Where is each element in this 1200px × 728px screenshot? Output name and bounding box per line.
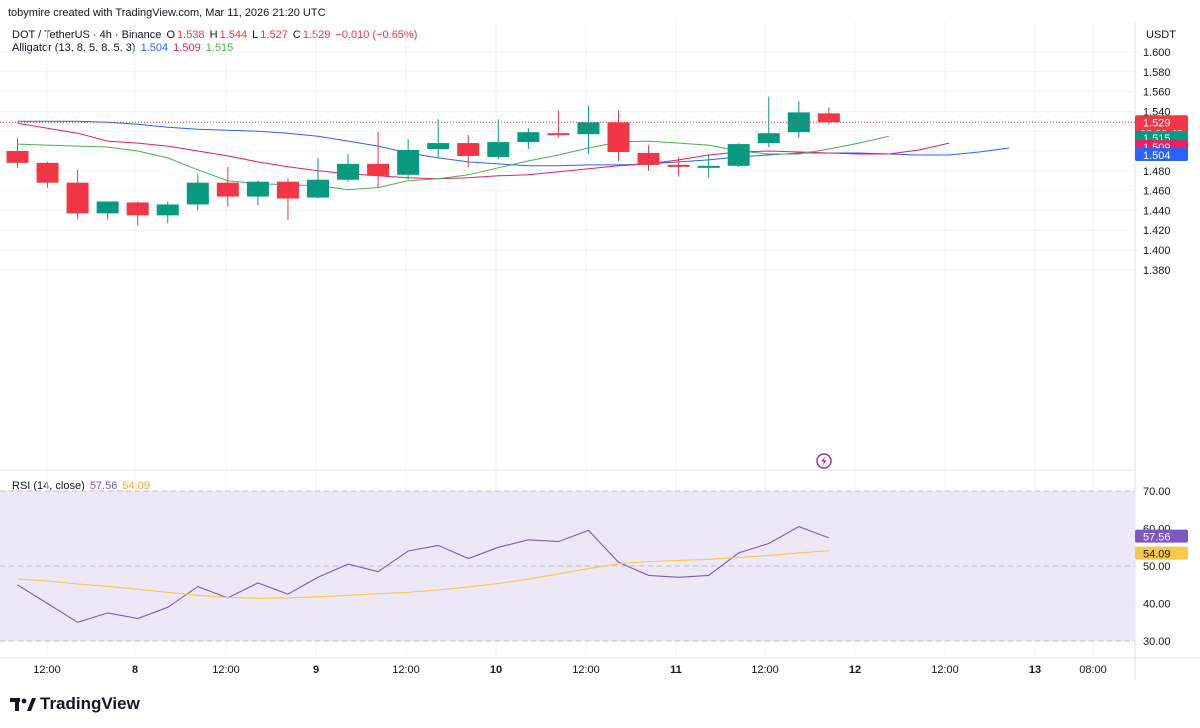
candle-body[interactable] [397,150,420,175]
candle-body[interactable] [697,165,720,168]
time-tick-label: 12:00 [33,664,61,676]
jaw-price-label-bg [1135,148,1188,162]
candle-body[interactable] [246,181,269,197]
candle-body[interactable] [216,182,239,197]
symbol-title[interactable]: DOT / TetherUS · 4h · Binance [12,29,162,41]
price-tick-label: 1.460 [1143,186,1171,198]
tradingview-logo-icon [10,698,36,711]
time-tick-label: 12:00 [572,664,600,676]
rsi-value-label: 57.56 [1143,532,1171,544]
price-tick-label: 1.560 [1143,87,1171,99]
time-tick-label: 12:00 [751,664,779,676]
price-tick-label: 1.580 [1143,67,1171,79]
candle-body[interactable] [307,179,329,198]
candle-body[interactable] [457,143,480,156]
open-value: 1.538 [177,29,205,41]
candle-body[interactable] [637,152,660,165]
close-value: 1.529 [302,29,331,41]
time-tick-label: 08:00 [1079,664,1107,676]
jaw-price-label: 1.504 [1143,150,1171,162]
price-unit: USDT [1146,29,1176,41]
candle-body[interactable] [757,133,780,144]
candle-body[interactable] [427,143,450,150]
open-label: O [166,29,176,41]
rsi-line [17,525,830,623]
candle-body[interactable] [607,122,630,152]
symbol-legend: DOT / TetherUS · 4h · Binance O 1.538 H 1.… [12,29,419,41]
last-price-label: 1.529 [1143,117,1171,129]
rsi-value-label-bg [1135,529,1188,543]
candle-body[interactable] [547,133,570,136]
tradingview-logo[interactable]: TradingView [10,694,140,714]
rsi-tick-label: 40.00 [1143,599,1171,611]
candle-body[interactable] [577,122,600,135]
rsi-tick-label: 30.00 [1143,636,1171,648]
rsi-label: RSI (14, close) [12,480,85,492]
alligator-legend[interactable]: Alligator (13, 8, 5, 8, 5, 3) 1.504 1.50… [12,42,235,54]
low-value: 1.527 [260,29,288,41]
candle-body[interactable] [337,163,360,180]
time-tick-label: 12:00 [392,664,420,676]
price-tick-label: 1.380 [1143,265,1171,277]
alligator-teeth-value: 1.509 [173,42,201,54]
price-tick-label: 1.420 [1143,225,1171,237]
time-tick-label: 11 [670,664,682,676]
high-label: H [209,29,218,41]
price-tick-label: 1.440 [1143,205,1171,217]
candle-body[interactable] [367,163,390,176]
change-value: −0.010 (−0.65%) [335,29,418,41]
chart-credit: tobymire created with TradingView.com, M… [8,7,326,19]
rsi-ma-line [17,550,829,599]
price-tick-label: 1.400 [1143,245,1171,257]
candle-body[interactable] [276,181,299,199]
candle-body[interactable] [66,182,89,214]
rsi-tick-label: 50.00 [1143,561,1171,573]
candle-body[interactable] [727,144,750,166]
candle-body[interactable] [186,182,209,205]
time-tick-label: 10 [490,664,502,676]
lightning-icon[interactable] [816,453,832,469]
candle-body[interactable] [487,142,510,157]
candle-body[interactable] [126,202,149,216]
candle-body[interactable] [517,132,540,143]
time-tick-label: 12 [849,664,861,676]
brand-name: TradingView [40,694,140,713]
price-tick-label: 1.600 [1143,47,1171,59]
candle-body[interactable] [667,164,690,167]
time-tick-label: 8 [132,664,138,676]
alligator-teeth-line [17,122,950,180]
candle-body[interactable] [96,201,119,214]
rsi-legend[interactable]: RSI (14, close) 57.56 54.09 [12,480,152,492]
candle-body[interactable] [156,204,179,216]
time-tick-label: 12:00 [931,664,959,676]
time-tick-label: 12:00 [212,664,240,676]
candle-body[interactable] [817,113,840,123]
rsi-ma-value-label-bg [1135,546,1188,560]
low-label: L [252,29,259,41]
alligator-label: Alligator (13, 8, 5, 8, 5, 3) [12,42,136,54]
time-tick-label: 9 [313,664,319,676]
rsi-ma-value-label: 54.09 [1143,549,1171,561]
alligator-jaw-line [17,120,1010,167]
candle-body[interactable] [36,162,59,183]
candle-body[interactable] [6,151,29,163]
alligator-jaw-value: 1.504 [140,42,169,54]
rsi-value: 57.56 [89,480,118,492]
close-label: C [292,29,301,41]
rsi-ma-value: 54.09 [122,480,150,492]
rsi-tick-label: 70.00 [1143,486,1171,498]
price-tick-label: 1.480 [1143,166,1171,178]
time-tick-label: 13 [1029,664,1041,676]
